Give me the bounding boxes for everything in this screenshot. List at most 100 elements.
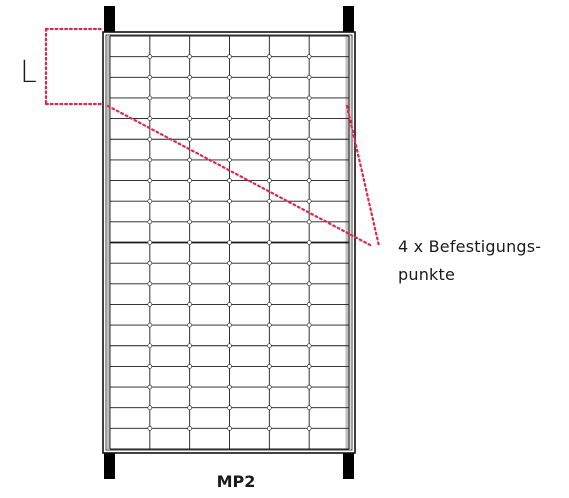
cell-junction-dot bbox=[227, 240, 232, 245]
cell-junction-dot bbox=[306, 198, 312, 204]
dimension-label: L bbox=[20, 55, 37, 90]
mounting-leader-lines bbox=[106, 104, 381, 248]
cell-junction-dot bbox=[306, 75, 312, 80]
cell-junction-dot bbox=[227, 75, 232, 80]
cell-junction-dot bbox=[227, 116, 232, 121]
cell-junction-dot bbox=[306, 405, 312, 411]
cell-junction-dot bbox=[306, 302, 312, 307]
cell-junction-dot bbox=[147, 95, 153, 101]
cell-junction-dot bbox=[267, 219, 272, 225]
cell-junction-dot bbox=[306, 54, 312, 59]
cell-junction-dot bbox=[227, 343, 232, 349]
cell-junction-dot bbox=[187, 178, 192, 183]
cell-junction-dot bbox=[227, 260, 232, 266]
cell-junction-dot bbox=[306, 281, 312, 287]
cell-junction-dot bbox=[306, 240, 312, 245]
cell-junction-dot bbox=[147, 219, 153, 225]
cell-junction-dots bbox=[147, 54, 312, 431]
cell-junction-dot bbox=[147, 116, 153, 121]
cell-junction-dot bbox=[147, 157, 153, 163]
cell-junction-dot bbox=[306, 157, 312, 163]
cell-junction-dot bbox=[187, 302, 192, 307]
cell-junction-dot bbox=[306, 136, 312, 142]
cell-junction-dot bbox=[227, 219, 232, 225]
mounting-rail-top-left bbox=[104, 6, 115, 36]
leader-line-left-mount bbox=[106, 104, 374, 248]
cell-junction-dot bbox=[147, 426, 153, 431]
cell-junction-dot bbox=[187, 136, 192, 142]
cell-junction-dot bbox=[306, 116, 312, 121]
cell-junction-dot bbox=[147, 343, 153, 349]
cell-junction-dot bbox=[306, 384, 312, 390]
cell-junction-dot bbox=[267, 198, 272, 204]
cell-junction-dot bbox=[227, 178, 232, 183]
cell-junction-dot bbox=[306, 95, 312, 101]
panel-inner-border bbox=[105, 34, 353, 451]
cell-junction-dot bbox=[306, 364, 312, 369]
mounting-rail-bottom-left bbox=[104, 451, 115, 479]
cell-junction-dot bbox=[147, 281, 153, 287]
cell-junction-dot bbox=[187, 281, 192, 287]
cell-junction-dot bbox=[187, 240, 192, 245]
cell-junction-dot bbox=[267, 95, 272, 101]
cell-junction-dot bbox=[187, 95, 192, 101]
cell-junction-dot bbox=[187, 426, 192, 431]
cell-junction-dot bbox=[147, 136, 153, 142]
cell-junction-dot bbox=[187, 75, 192, 80]
cell-junction-dot bbox=[267, 405, 272, 411]
cell-junction-dot bbox=[267, 136, 272, 142]
cell-junction-dot bbox=[267, 364, 272, 369]
cell-junction-dot bbox=[147, 384, 153, 390]
cell-junction-dot bbox=[187, 198, 192, 204]
cell-junction-dot bbox=[187, 405, 192, 411]
cell-junction-dot bbox=[227, 281, 232, 287]
cell-junction-dot bbox=[267, 178, 272, 183]
cell-junction-dot bbox=[187, 322, 192, 328]
cell-junction-dot bbox=[306, 426, 312, 431]
cell-junction-dot bbox=[147, 322, 153, 328]
cell-junction-dot bbox=[227, 157, 232, 163]
cell-junction-dot bbox=[306, 343, 312, 349]
mounting-note-line-2: punkte bbox=[398, 265, 456, 284]
mounting-rail-bottom-right bbox=[343, 451, 354, 479]
cell-junction-dot bbox=[267, 322, 272, 328]
cell-junction-dot bbox=[147, 178, 153, 183]
cell-junction-dot bbox=[227, 95, 232, 101]
cell-junction-dot bbox=[187, 384, 192, 390]
cell-junction-dot bbox=[306, 260, 312, 266]
cell-junction-dot bbox=[187, 343, 192, 349]
cell-junction-dot bbox=[147, 240, 153, 245]
cell-junction-dot bbox=[187, 219, 192, 225]
cell-junction-dot bbox=[187, 116, 192, 121]
cell-junction-dot bbox=[227, 322, 232, 328]
panel-model-label: MP2 bbox=[216, 472, 256, 491]
cell-junction-dot bbox=[147, 405, 153, 411]
cell-junction-dot bbox=[147, 75, 153, 80]
cell-junction-dot bbox=[267, 240, 272, 245]
cell-junction-dot bbox=[227, 384, 232, 390]
cell-junction-dot bbox=[267, 75, 272, 80]
cell-junction-dot bbox=[267, 260, 272, 266]
cell-junction-dot bbox=[147, 54, 153, 59]
cell-junction-dot bbox=[267, 384, 272, 390]
cell-junction-dot bbox=[306, 178, 312, 183]
mounting-points-note: 4 x Befestigungs- punkte bbox=[398, 233, 541, 289]
cell-junction-dot bbox=[227, 198, 232, 204]
cell-junction-dot bbox=[227, 136, 232, 142]
cell-junction-dot bbox=[267, 54, 272, 59]
cell-junction-dot bbox=[147, 260, 153, 266]
cell-junction-dot bbox=[147, 364, 153, 369]
cell-junction-dot bbox=[147, 302, 153, 307]
cell-junction-dot bbox=[187, 364, 192, 369]
cell-junction-dot bbox=[147, 198, 153, 204]
cell-junction-dot bbox=[227, 302, 232, 307]
cell-junction-dot bbox=[267, 281, 272, 287]
cell-junction-dot bbox=[267, 302, 272, 307]
leader-line-right-mount bbox=[345, 104, 381, 248]
cell-junction-dot bbox=[227, 426, 232, 431]
cell-junction-dot bbox=[187, 54, 192, 59]
cell-junction-dot bbox=[227, 54, 232, 59]
cell-junction-dot bbox=[267, 157, 272, 163]
cell-junction-dot bbox=[267, 426, 272, 431]
